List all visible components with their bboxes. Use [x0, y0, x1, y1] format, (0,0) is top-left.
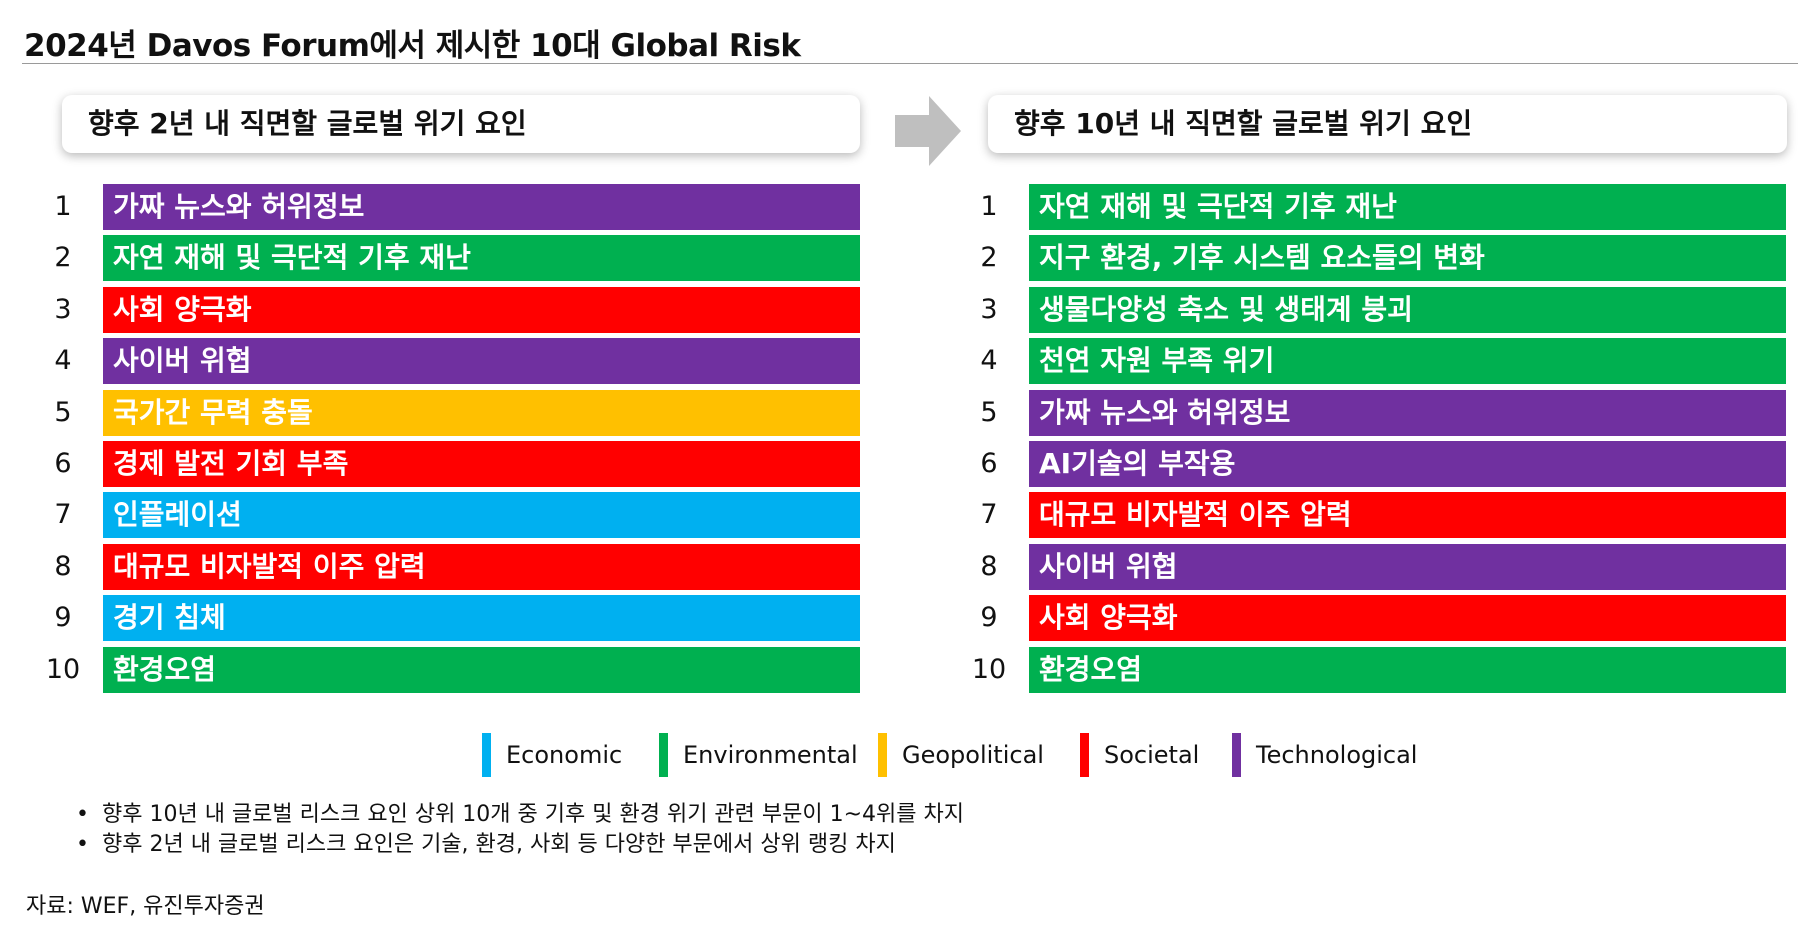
source-note: 자료: WEF, 유진투자증권: [26, 894, 265, 919]
risk-rank: 3: [54, 294, 72, 325]
risk-bar: 자연 재해 및 극단적 기후 재난: [1029, 184, 1786, 230]
risk-rank: 1: [54, 191, 72, 222]
risk-bar: 사회 양극화: [103, 287, 860, 333]
risk-rank: 4: [54, 345, 72, 376]
bullet-icon: •: [76, 802, 89, 827]
risk-rank: 5: [54, 397, 72, 428]
risk-rank: 1: [980, 191, 998, 222]
note-item: • 향후 10년 내 글로벌 리스크 요인 상위 10개 중 기후 및 환경 위…: [76, 800, 964, 830]
risk-bar: 대규모 비자발적 이주 압력: [103, 544, 860, 590]
risk-rank: 2: [980, 242, 998, 273]
category-legend: Economic Environmental Geopolitical Societa…: [0, 733, 1811, 777]
risk-bar: 가짜 뉴스와 허위정보: [1029, 390, 1786, 436]
risk-bar: 지구 환경, 기후 시스템 요소들의 변화: [1029, 235, 1786, 281]
notes-list: • 향후 10년 내 글로벌 리스크 요인 상위 10개 중 기후 및 환경 위…: [76, 800, 964, 860]
legend-swatch: [482, 733, 491, 777]
risk-bar: 환경오염: [1029, 647, 1786, 693]
risk-bar: 사이버 위협: [103, 338, 860, 384]
page-title: 2024년 Davos Forum에서 제시한 10대 Global Risk: [24, 28, 801, 64]
legend-label: Technological: [1256, 741, 1418, 769]
risk-rank: 7: [980, 499, 998, 530]
right-arrow-icon: [895, 96, 961, 166]
left-panel-header: 향후 2년 내 직면할 글로벌 위기 요인: [62, 95, 860, 153]
risk-bar: 경제 발전 기회 부족: [103, 441, 860, 487]
risk-bar: 생물다양성 축소 및 생태계 붕괴: [1029, 287, 1786, 333]
risk-bar: 대규모 비자발적 이주 압력: [1029, 492, 1786, 538]
risk-bar: 사회 양극화: [1029, 595, 1786, 641]
risk-rank: 9: [980, 602, 998, 633]
legend-label: Economic: [506, 741, 623, 769]
note-text: 향후 10년 내 글로벌 리스크 요인 상위 10개 중 기후 및 환경 위기 …: [102, 802, 964, 827]
title-divider: [22, 63, 1798, 64]
risk-rank: 2: [54, 242, 72, 273]
risk-rank: 3: [980, 294, 998, 325]
right-panel-header: 향후 10년 내 직면할 글로벌 위기 요인: [988, 95, 1787, 153]
legend-swatch: [1232, 733, 1241, 777]
risk-rank: 6: [54, 448, 72, 479]
risk-rank: 8: [980, 551, 998, 582]
risk-bar: 환경오염: [103, 647, 860, 693]
risk-bar: AI기술의 부작용: [1029, 441, 1786, 487]
bullet-icon: •: [76, 832, 89, 857]
risk-bar: 천연 자원 부족 위기: [1029, 338, 1786, 384]
risk-bar: 가짜 뉴스와 허위정보: [103, 184, 860, 230]
risk-rank: 5: [980, 397, 998, 428]
legend-swatch: [659, 733, 668, 777]
risk-bar: 자연 재해 및 극단적 기후 재난: [103, 235, 860, 281]
risk-rank: 7: [54, 499, 72, 530]
legend-label: Geopolitical: [902, 741, 1044, 769]
risk-bar: 국가간 무력 충돌: [103, 390, 860, 436]
risk-rank: 10: [45, 654, 81, 685]
risk-rank: 4: [980, 345, 998, 376]
legend-label: Societal: [1104, 741, 1200, 769]
note-text: 향후 2년 내 글로벌 리스크 요인은 기술, 환경, 사회 등 다양한 부문에…: [102, 832, 896, 857]
risk-rank: 10: [971, 654, 1007, 685]
risk-bar: 경기 침체: [103, 595, 860, 641]
risk-rank: 6: [980, 448, 998, 479]
note-item: • 향후 2년 내 글로벌 리스크 요인은 기술, 환경, 사회 등 다양한 부…: [76, 830, 964, 860]
legend-swatch: [1080, 733, 1089, 777]
legend-swatch: [878, 733, 887, 777]
risk-rank: 8: [54, 551, 72, 582]
legend-label: Environmental: [683, 741, 858, 769]
risk-bar: 사이버 위협: [1029, 544, 1786, 590]
risk-rank: 9: [54, 602, 72, 633]
risk-bar: 인플레이션: [103, 492, 860, 538]
